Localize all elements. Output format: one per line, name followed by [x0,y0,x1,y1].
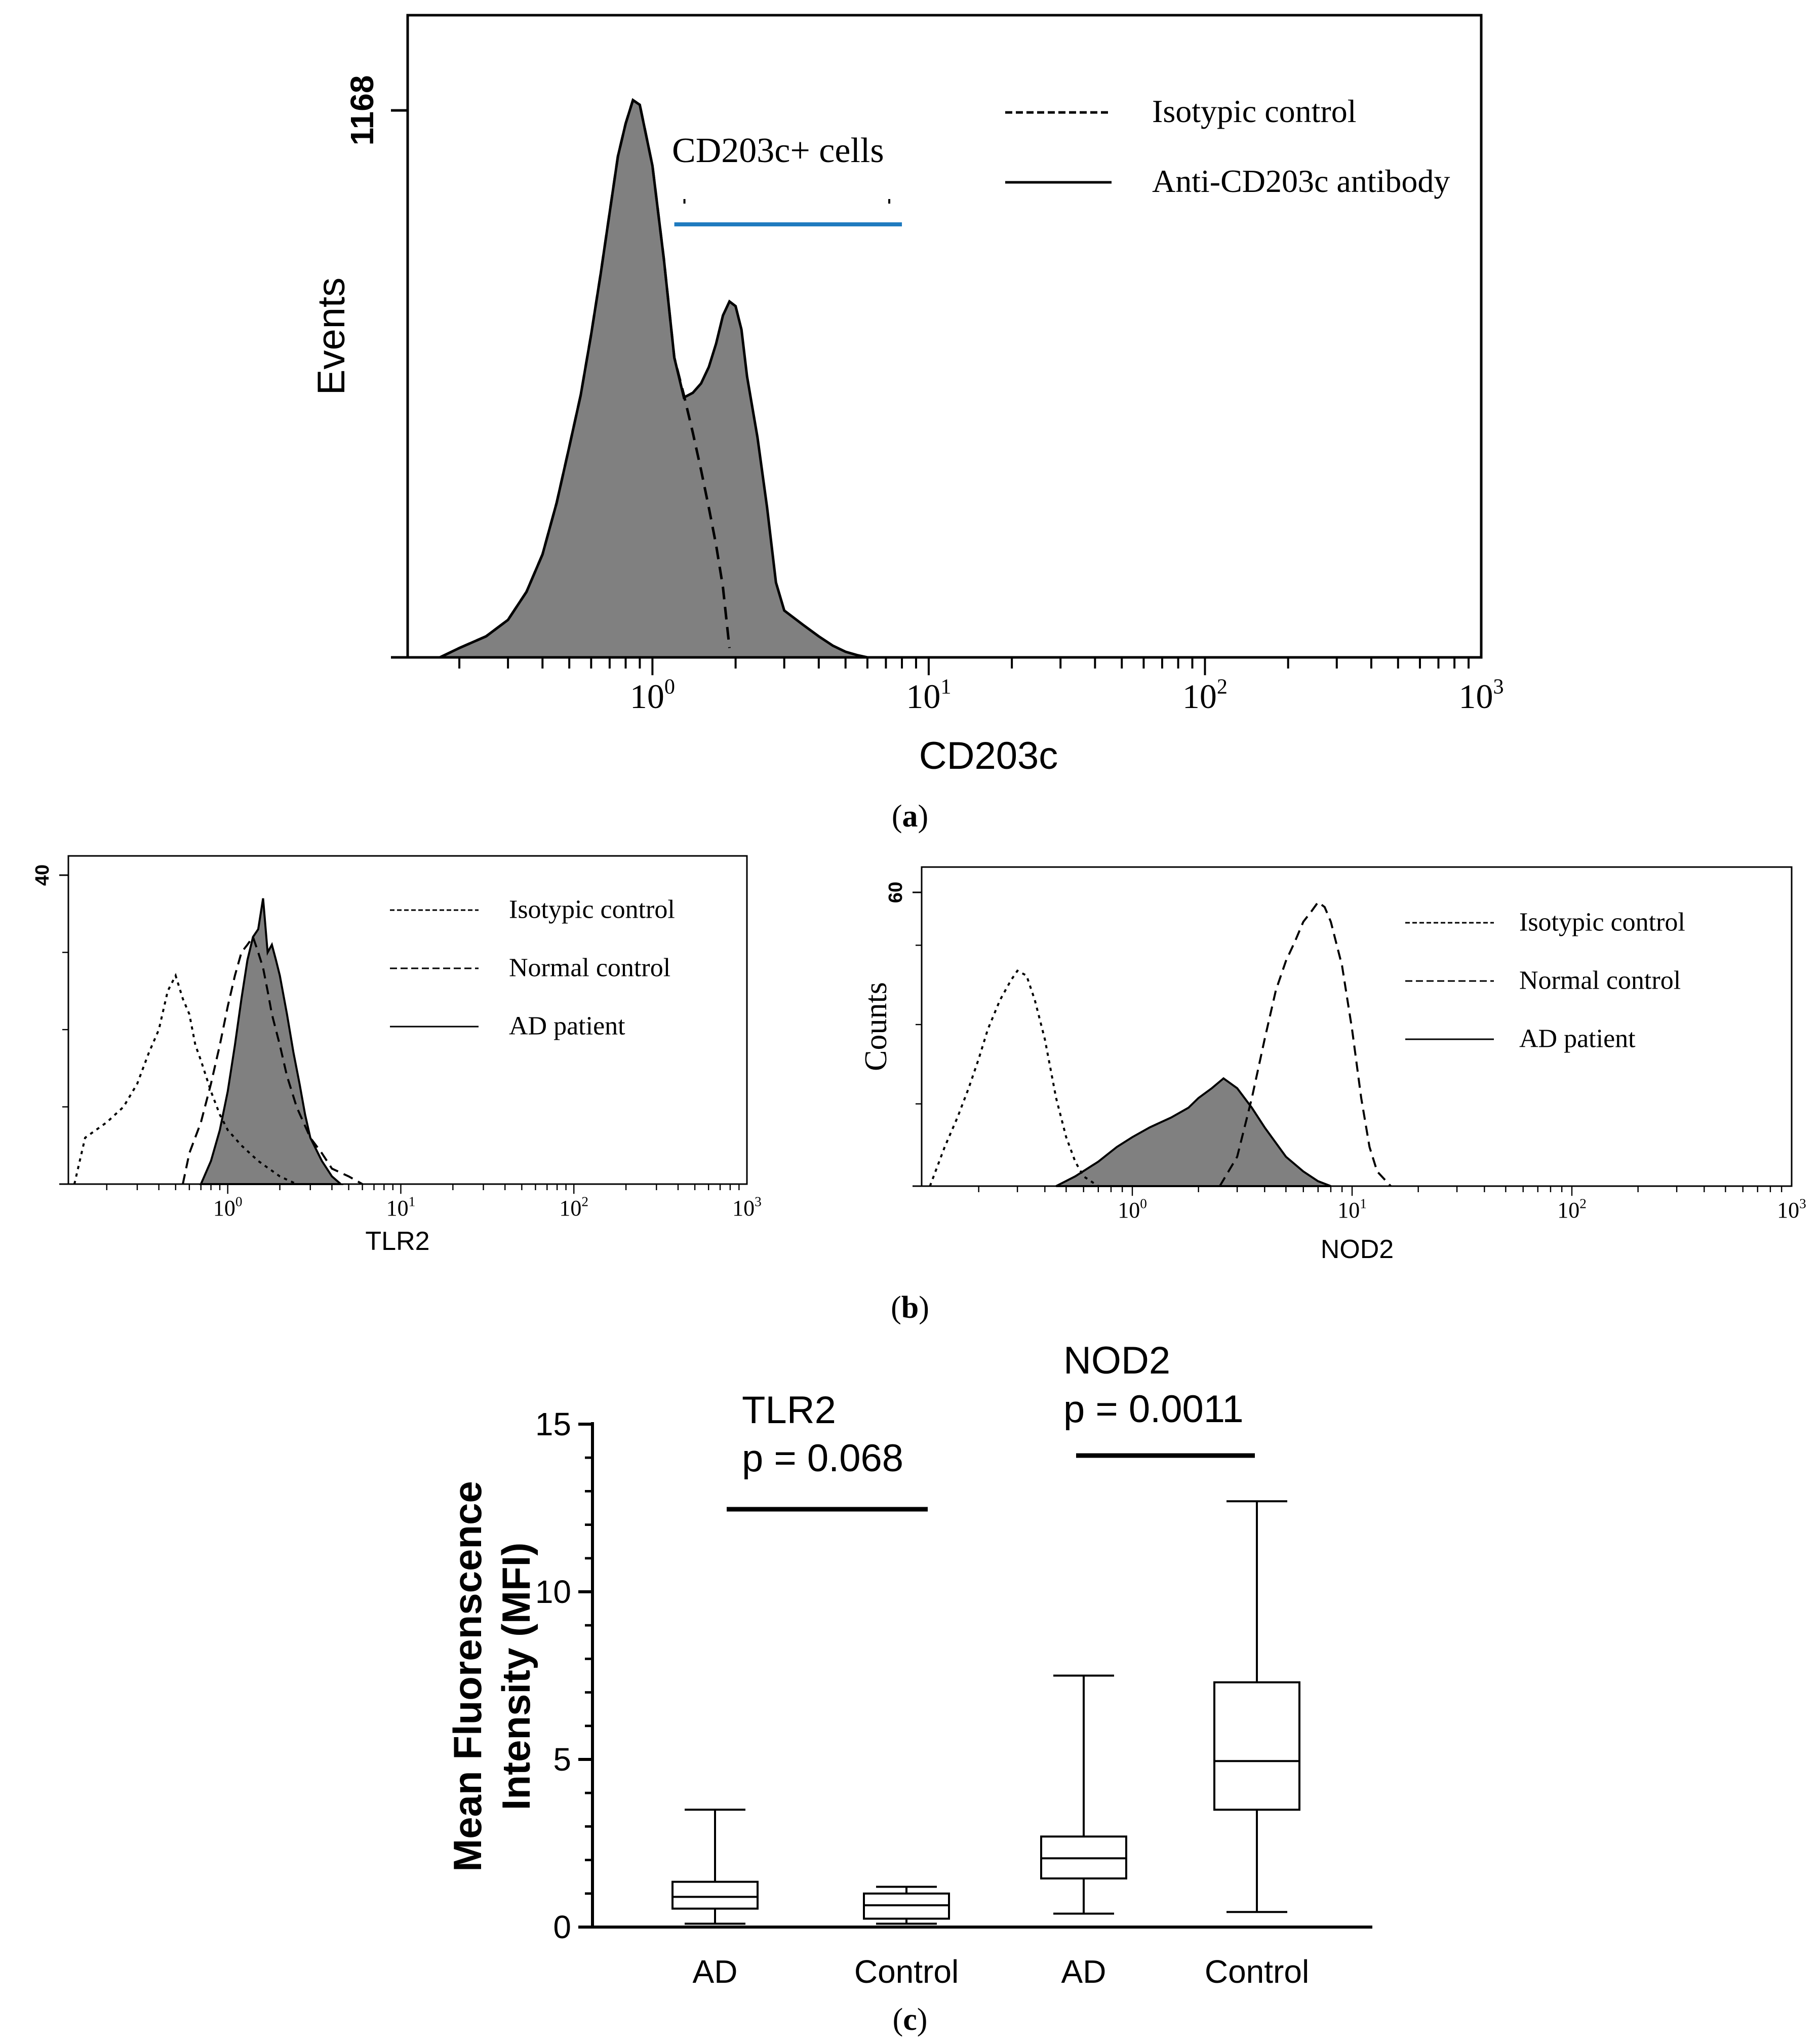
x-axis-label: TLR2 [365,1227,429,1256]
x-tick-exponent: 2 [581,1194,588,1209]
legend-text-normal-control: Normal control [1519,966,1681,995]
x-tick-exponent: 2 [1217,675,1228,698]
x-tick-label: 101 [1337,1196,1367,1223]
x-tick-base: 10 [732,1196,755,1221]
panel-c-mfi-boxplot: 0 5 10 15 Mean Fluorenscence Intensity (MFI) A… [445,1339,1372,1990]
histogram-filled-anti-cd203c-antibody [439,98,868,659]
x-tick-label: 101 [906,675,951,716]
y-top-tick-label: 40 [32,865,53,886]
histogram-line-isotypic-control [439,98,731,659]
x-category-label: Control [854,1953,959,1990]
x-category-label: Control [1205,1953,1309,1990]
x-tick-base: 10 [386,1196,409,1221]
annotation-title-nod2: NOD2 [1063,1339,1170,1382]
box-group-0 [671,1809,759,1925]
y-top-tick-label: 1168 [344,75,380,146]
histogram-line-isotypic-control [73,973,297,1185]
legend-text-isotypic-control: Isotypic control [1152,93,1356,129]
legend-text-normal-control: Normal control [509,954,670,983]
caption-a-letter: a [902,799,918,834]
y-tick-label: 15 [535,1406,571,1442]
x-tick-label: 100 [630,675,675,716]
caption-c: (c) [893,2003,928,2037]
x-tick-label: 102 [1182,675,1228,716]
legend-text-ad-patient: AD patient [1519,1025,1636,1053]
x-tick-base: 10 [906,677,940,716]
x-tick-exponent: 0 [1140,1196,1147,1211]
x-tick-label: 103 [1777,1196,1806,1223]
y-tick-label: 0 [553,1909,571,1945]
plot-frame [406,14,1483,659]
x-axis-label: CD203c [919,734,1058,777]
x-tick-label: 102 [1557,1196,1587,1223]
x-tick-base: 10 [1118,1198,1140,1223]
x-tick-exponent: 3 [1799,1196,1806,1211]
x-axis-label: NOD2 [1321,1235,1394,1264]
annotation-title-tlr2: TLR2 [742,1389,836,1432]
x-tick-label: 103 [1458,675,1504,716]
x-tick-exponent: 1 [1360,1196,1367,1211]
y-top-tick-label: 60 [885,882,906,903]
x-tick-base: 10 [213,1196,235,1221]
x-tick-exponent: 3 [755,1194,762,1209]
plot-frame [67,855,748,1185]
x-tick-label: 100 [213,1194,243,1221]
box-iqr [671,1880,759,1910]
x-tick-label: 101 [386,1194,416,1221]
box-group-3 [1213,1500,1300,1913]
histogram-line-isotypic-control [929,969,1099,1187]
histogram-line-normal-control [182,934,363,1185]
x-tick-exponent: 0 [664,675,675,698]
y-axis-label: Mean Fluorenscence Intensity (MFI) [445,1481,538,1872]
x-category-label: AD [693,1953,738,1990]
x-category-label: AD [1061,1953,1106,1990]
y-axis-label: Counts [859,982,893,1071]
y-tick-label: 5 [553,1741,571,1778]
legend-text-isotypic-control: Isotypic control [509,895,675,924]
x-tick-exponent: 1 [940,675,951,698]
box-group-2 [1040,1674,1127,1915]
box-group-1 [863,1886,950,1925]
x-tick-base: 10 [1557,1198,1579,1223]
x-tick-base: 10 [1182,677,1217,716]
legend-text-isotypic-control: Isotypic control [1519,908,1685,937]
legend-text-ad-patient: AD patient [509,1012,625,1041]
caption-b-letter: b [901,1290,919,1325]
x-tick-base: 10 [1458,677,1493,716]
x-tick-label: 100 [1118,1196,1147,1223]
histogram-filled-ad-patient [199,898,344,1185]
y-axis-label-line1: Mean Fluorenscence [445,1481,490,1872]
y-tick-label: 10 [535,1574,571,1610]
x-tick-label: 103 [732,1194,762,1221]
y-axis-label: Events [310,278,353,395]
x-tick-base: 10 [1777,1198,1799,1223]
box-iqr [1213,1681,1300,1811]
annotation-pvalue-nod2: p = 0.0011 [1063,1388,1244,1431]
x-tick-exponent: 3 [1493,675,1504,698]
histogram-filled-ad-patient [1055,1077,1331,1187]
y-axis-label-line2: Intensity (MFI) [494,1543,538,1811]
x-tick-exponent: 1 [409,1194,416,1209]
x-tick-base: 10 [630,677,664,716]
gate-label: CD203c+ cells [672,131,884,170]
caption-a: (a) [892,799,928,834]
caption-c-letter: c [903,2003,917,2037]
annotation-pvalue-tlr2: p = 0.068 [742,1437,903,1480]
plot-frame [921,866,1793,1187]
caption-b: (b) [891,1290,929,1325]
x-tick-base: 10 [559,1196,581,1221]
x-tick-exponent: 0 [235,1194,243,1209]
x-tick-base: 10 [1337,1198,1360,1223]
histogram-line-normal-control [1218,900,1392,1187]
x-tick-exponent: 2 [1579,1196,1587,1211]
legend-text-anti-cd203c-antibody: Anti-CD203c antibody [1152,163,1450,199]
x-tick-label: 102 [559,1194,588,1221]
